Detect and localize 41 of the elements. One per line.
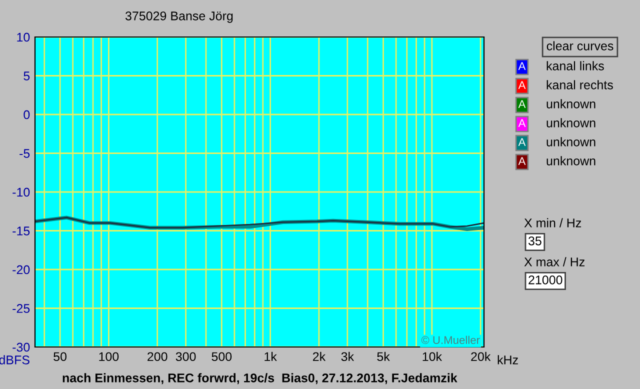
text: X min / Hz — [524, 218, 582, 228]
text: 21000 — [528, 276, 562, 284]
text: kanal links — [546, 61, 604, 70]
text: A — [518, 138, 526, 146]
text: unknown — [546, 99, 596, 108]
x-tick-label: 50 — [54, 352, 66, 362]
text: 35 — [528, 236, 542, 246]
text: A — [518, 157, 526, 165]
x-tick-label: 2k — [312, 352, 326, 361]
y-tick-label: -20 — [12, 265, 30, 274]
x-tick-label: 500 — [212, 352, 232, 362]
x-axis-title: kHz — [498, 355, 518, 364]
x-tick-label: 5k — [377, 352, 390, 362]
y-tick-label: -10 — [12, 188, 30, 197]
text: nach Einmessen, REC forwrd, 19c/s Bias0, 27.12.2013, F.Jedamzik — [62, 373, 458, 384]
text: X max / Hz — [524, 257, 584, 266]
y-tick-label: 10 — [17, 32, 30, 42]
text: clear curves — [546, 41, 614, 50]
text: kanal rechts — [546, 80, 613, 90]
text: A — [518, 119, 526, 127]
y-tick-label: 5 — [24, 72, 30, 80]
y-tick-label: -5 — [20, 149, 30, 158]
text: A — [518, 100, 526, 108]
y-tick-label: -25 — [12, 304, 30, 313]
text: unknown — [546, 118, 596, 128]
y-tick-label: -15 — [12, 226, 30, 236]
text: A — [518, 81, 526, 89]
chart-title: 375029 Banse Jörg — [125, 12, 233, 23]
x-tick-label: 3k — [341, 352, 354, 362]
x-tick-label: 20k — [471, 352, 491, 362]
y-tick-label: -30 — [12, 342, 30, 352]
text: A — [518, 62, 526, 70]
x-tick-label: 100 — [99, 352, 119, 362]
text: unknown — [546, 156, 596, 166]
x-tick-label: 200 — [148, 352, 168, 362]
annotation: © U.Mueller — [421, 336, 480, 344]
x-tick-label: 10k — [422, 352, 442, 362]
x-tick-label: 1k — [264, 352, 277, 361]
text: unknown — [546, 137, 596, 146]
y-tick-label: 0 — [24, 110, 30, 120]
x-tick-label: 300 — [176, 352, 196, 362]
